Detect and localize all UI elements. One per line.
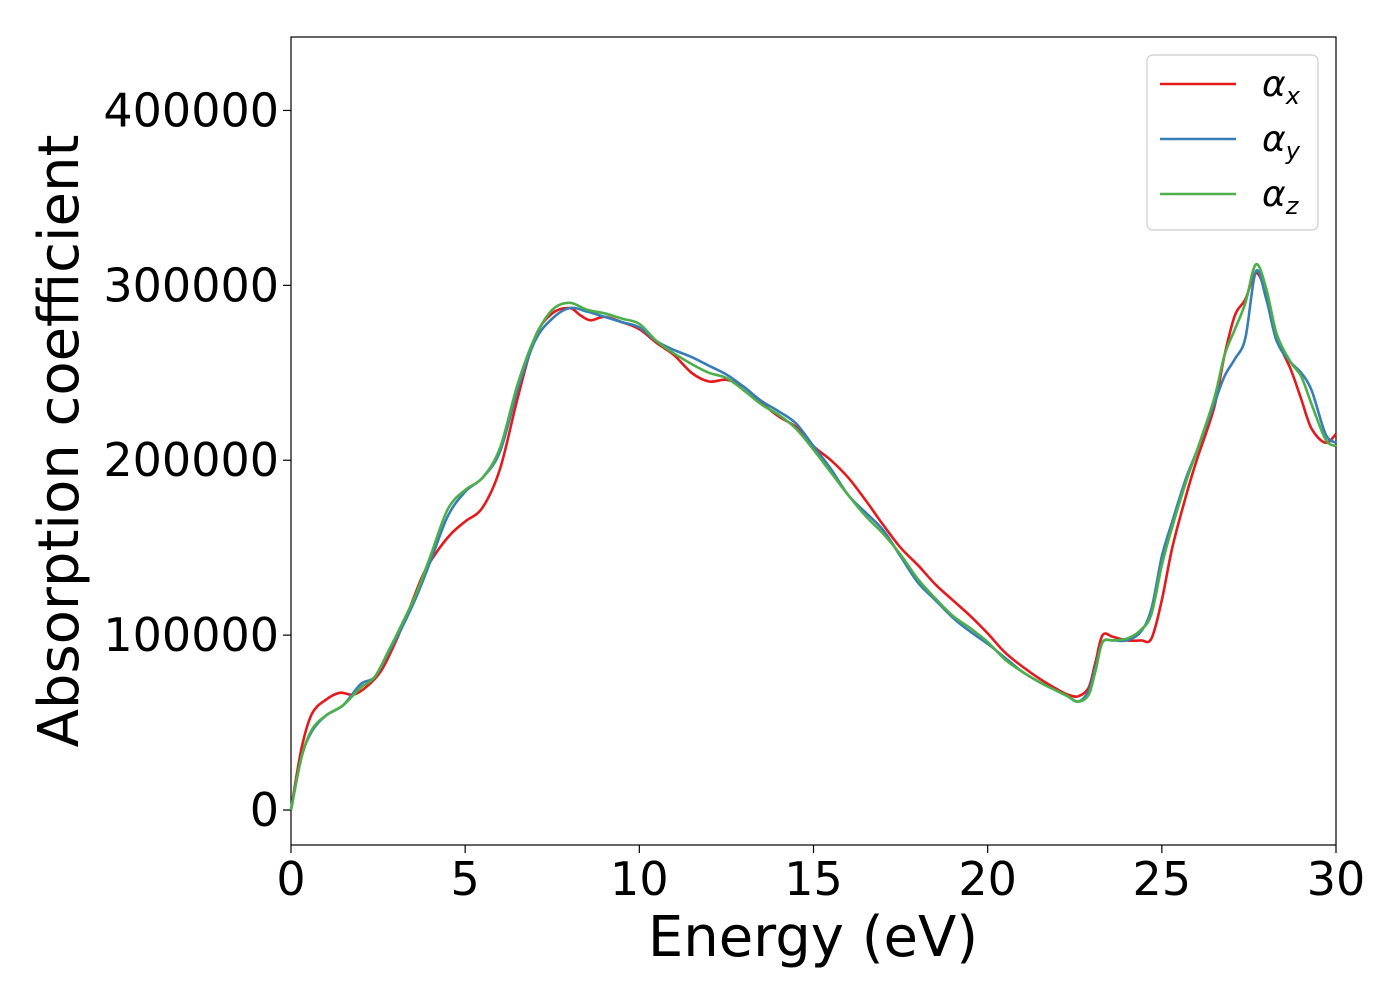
y-tick-label: 300000 — [103, 258, 279, 312]
series-line-z — [289, 262, 1337, 811]
x-tick-label: 10 — [610, 852, 669, 906]
x-tick-label: 15 — [784, 852, 843, 906]
series-lines — [289, 262, 1337, 811]
x-tick-label: 20 — [958, 852, 1017, 906]
legend: αx αy αz — [1146, 54, 1319, 231]
y-axis-label: Absorption coefficient — [27, 135, 92, 748]
legend-box — [1146, 54, 1319, 231]
legend-label-x: αx — [1262, 64, 1301, 110]
series-line-x — [289, 271, 1337, 811]
x-axis-ticks: 0 5 10 15 20 25 30 — [276, 845, 1365, 906]
x-axis-label: Energy (eV) — [648, 905, 978, 970]
x-tick-label: 25 — [1133, 852, 1192, 906]
series-line-y — [289, 268, 1337, 811]
y-tick-label: 400000 — [103, 83, 279, 137]
x-tick-label: 0 — [276, 852, 305, 906]
y-tick-label: 200000 — [103, 433, 279, 487]
y-axis-ticks: 0 100000 200000 300000 400000 — [103, 83, 291, 837]
y-tick-label: 100000 — [103, 608, 279, 662]
legend-label-z: αz — [1262, 174, 1300, 220]
x-tick-label: 5 — [451, 852, 480, 906]
y-tick-label: 0 — [250, 783, 279, 837]
legend-label-y: αy — [1262, 119, 1301, 165]
x-tick-label: 30 — [1307, 852, 1366, 906]
